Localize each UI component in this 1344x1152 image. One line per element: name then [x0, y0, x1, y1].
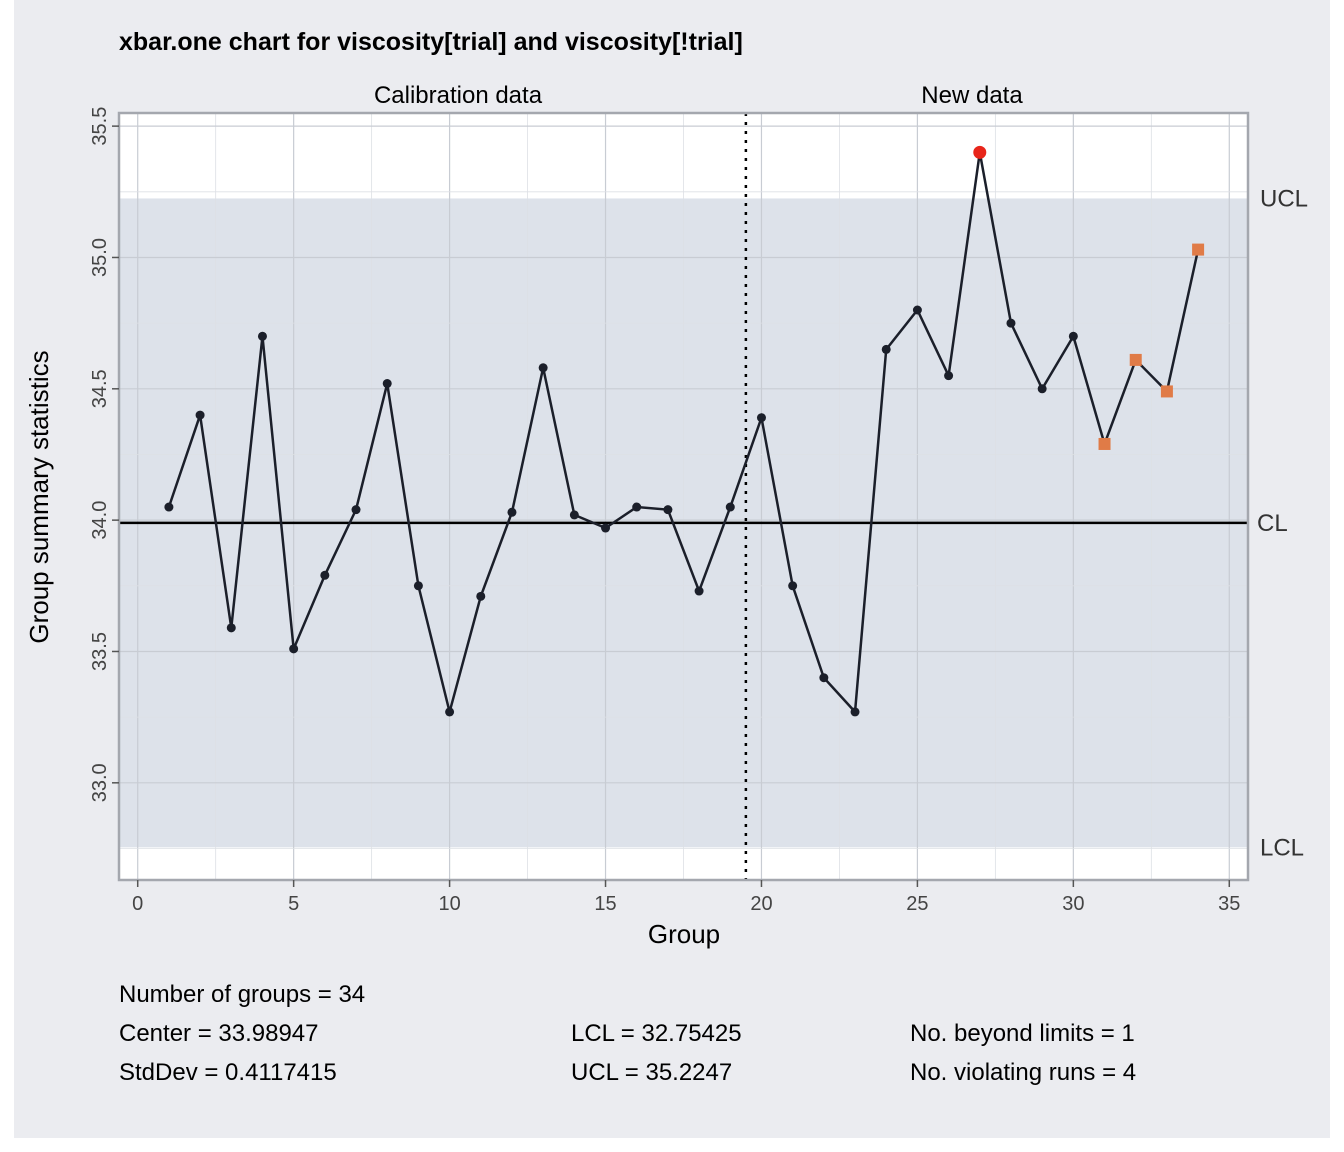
- y-tick-label: 35.5: [89, 107, 111, 146]
- data-points: [164, 145, 1205, 717]
- ucl-label: UCL: [1260, 185, 1308, 212]
- stat-beyond-limits: No. beyond limits = 1: [910, 1020, 1135, 1047]
- data-point: [289, 644, 299, 654]
- x-tick-label: 0: [132, 893, 143, 915]
- x-tick-label: 5: [288, 893, 299, 915]
- violating-run-point: [1129, 353, 1142, 366]
- data-point: [1006, 318, 1016, 328]
- data-point: [445, 707, 455, 717]
- chart-title: xbar.one chart for viscosity[trial] and …: [119, 28, 743, 56]
- violating-run-point: [1192, 243, 1205, 256]
- x-axis-ticks: 0 5 10 15 20 25 30 35: [132, 880, 1240, 915]
- panel-border: [117, 111, 1250, 882]
- data-point: [476, 591, 486, 601]
- data-point: [382, 379, 392, 389]
- data-point: [632, 502, 642, 512]
- data-point: [725, 502, 735, 512]
- data-point: [569, 510, 579, 520]
- lcl-label: LCL: [1260, 834, 1304, 861]
- y-tick-label: 35.0: [89, 238, 111, 277]
- x-tick-label: 30: [1062, 893, 1084, 915]
- data-point: [1037, 384, 1047, 394]
- data-point: [881, 344, 891, 354]
- data-point: [195, 410, 205, 420]
- y-tick-label: 33.0: [89, 763, 111, 802]
- x-tick-label: 25: [906, 893, 928, 915]
- y-axis-label: Group summary statistics: [24, 350, 54, 643]
- x-tick-label: 35: [1218, 893, 1240, 915]
- out-of-limits-point: [973, 145, 987, 159]
- x-tick-label: 20: [750, 893, 772, 915]
- y-tick-label: 34.5: [89, 369, 111, 408]
- data-point: [601, 523, 611, 533]
- grid-lines: [119, 113, 1248, 880]
- data-point: [944, 371, 954, 381]
- data-point: [413, 581, 423, 591]
- violating-run-point: [1160, 385, 1173, 398]
- data-point: [663, 505, 673, 515]
- data-point: [226, 623, 236, 633]
- stat-violating-runs: No. violating runs = 4: [910, 1059, 1136, 1086]
- data-point: [1068, 331, 1078, 341]
- stat-lcl: LCL = 32.75425: [571, 1020, 742, 1047]
- data-point: [788, 581, 798, 591]
- data-point: [912, 305, 922, 315]
- data-point: [756, 413, 766, 423]
- data-point: [320, 570, 330, 580]
- facet-label-calibration: Calibration data: [374, 82, 543, 109]
- stat-stddev: StdDev = 0.4117415: [119, 1059, 337, 1086]
- x-tick-label: 10: [438, 893, 460, 915]
- data-point: [694, 586, 704, 596]
- data-point: [850, 707, 860, 717]
- series-line: [167, 152, 1200, 717]
- data-point: [164, 502, 174, 512]
- y-tick-label: 33.5: [89, 632, 111, 671]
- stat-number-of-groups: Number of groups = 34: [119, 981, 365, 1008]
- plot-panel: [117, 111, 1250, 882]
- data-point: [819, 673, 829, 683]
- data-point: [257, 331, 267, 341]
- data-point: [538, 363, 548, 373]
- cl-label: CL: [1257, 510, 1288, 537]
- violating-run-point: [1098, 437, 1111, 450]
- x-axis-label: Group: [648, 919, 720, 949]
- data-point: [351, 505, 361, 515]
- facet-label-new: New data: [921, 82, 1023, 109]
- y-axis-ticks: 33.0 33.5 34.0 34.5 35.0 35.5: [89, 107, 119, 802]
- data-point: [507, 507, 517, 517]
- y-tick-label: 34.0: [89, 501, 111, 540]
- stat-ucl: UCL = 35.2247: [571, 1059, 732, 1086]
- stat-center: Center = 33.98947: [119, 1020, 319, 1047]
- x-tick-label: 15: [594, 893, 616, 915]
